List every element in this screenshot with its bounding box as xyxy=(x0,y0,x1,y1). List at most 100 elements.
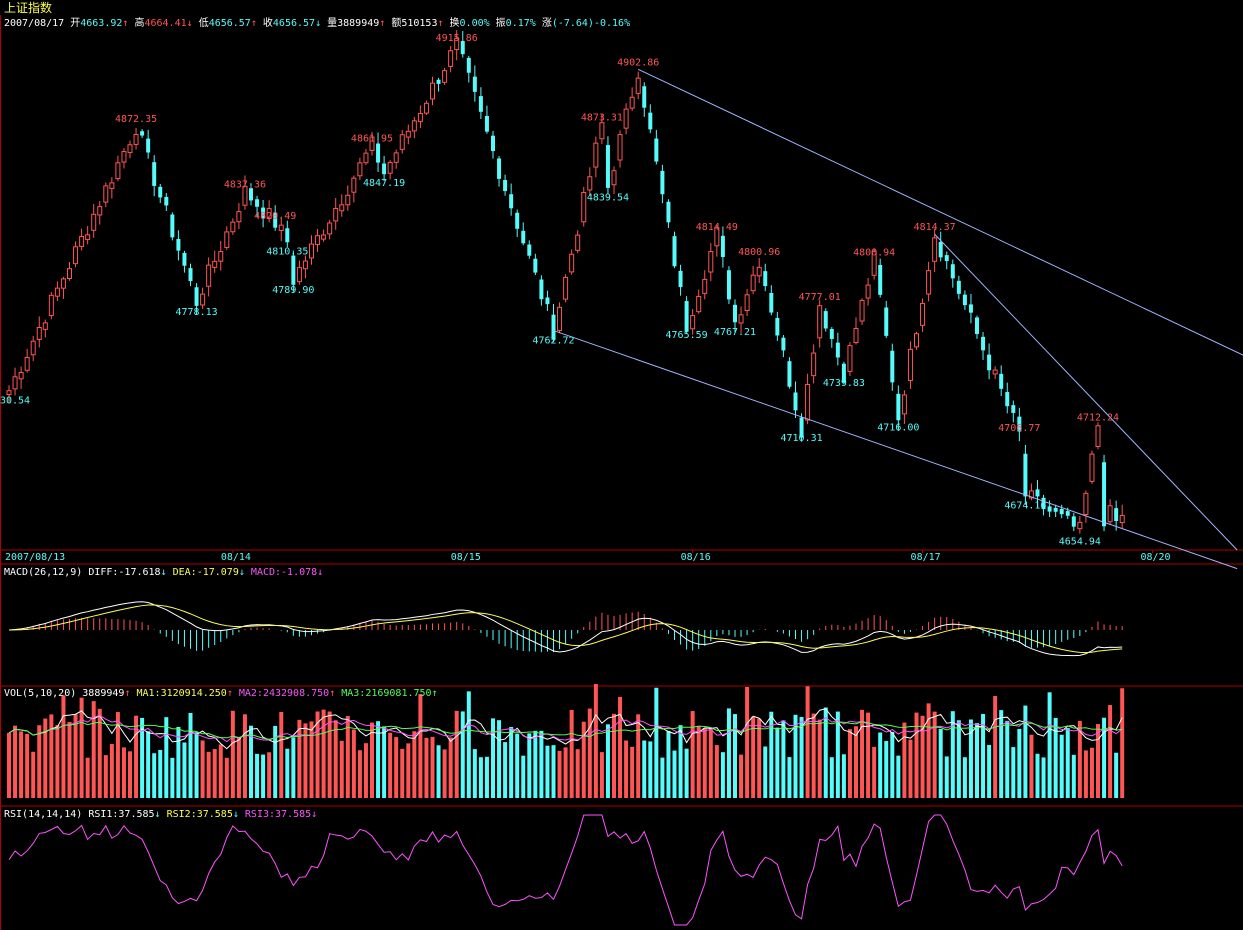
volume-bar xyxy=(1035,753,1040,798)
volume-bar xyxy=(128,751,132,798)
price-annotation: 4839.54 xyxy=(587,192,629,203)
rsi2: RSI2:37.585 xyxy=(166,809,233,820)
volume-bar xyxy=(829,757,834,798)
candle xyxy=(926,261,932,302)
candle xyxy=(48,291,54,320)
volume-bar xyxy=(660,757,665,798)
candle xyxy=(503,174,508,196)
candle xyxy=(73,241,79,268)
vol-ma2-line xyxy=(8,714,1123,743)
volume-bar xyxy=(720,752,725,798)
volume-bar xyxy=(412,731,417,798)
volume-bar xyxy=(25,733,30,798)
candle xyxy=(708,243,714,282)
price-annotation: 4837.36 xyxy=(224,179,266,190)
candle xyxy=(291,250,296,292)
chg-value: (-7.64) xyxy=(551,18,594,29)
volume-bar xyxy=(817,719,822,798)
volume-bar xyxy=(521,755,526,798)
volume-bar xyxy=(618,696,623,798)
high-label: 高 xyxy=(134,18,145,29)
candle xyxy=(273,205,278,231)
volume-bar xyxy=(575,749,580,798)
rsi-indicator-name: RSI(14,14,14) xyxy=(4,809,83,820)
rsi3: RSI3:37.585 xyxy=(244,809,312,820)
rsi-header: RSI(14,14,14) RSI1:37.585↓ RSI2:37.585↓ … xyxy=(4,809,318,820)
candle xyxy=(769,285,774,316)
volume-bar xyxy=(1017,728,1022,798)
volume-bar xyxy=(1108,704,1113,798)
candle xyxy=(109,177,115,199)
candle xyxy=(521,222,526,246)
candle xyxy=(865,277,871,306)
price-annotation: 4730.54 xyxy=(0,396,30,407)
candle xyxy=(121,148,127,169)
candle xyxy=(261,199,266,228)
price-annotation: 4762.72 xyxy=(532,336,574,347)
candle xyxy=(575,230,581,254)
volume-bar xyxy=(654,687,659,798)
vol-indicator-name: VOL(5,10,20) xyxy=(4,688,77,699)
volume-bar xyxy=(872,746,877,798)
candle xyxy=(345,185,351,211)
candle xyxy=(442,67,448,86)
volume-bar xyxy=(1011,747,1016,798)
candle xyxy=(249,183,253,206)
candle xyxy=(1083,490,1089,523)
candle xyxy=(799,413,804,442)
volume-bar xyxy=(1059,734,1064,798)
candle xyxy=(6,385,12,404)
vol-ma3: MA3:2169081.750 xyxy=(341,688,432,699)
volume-bar xyxy=(708,727,713,798)
candle xyxy=(188,263,193,287)
volume-bar xyxy=(55,725,60,798)
candle xyxy=(91,203,97,238)
volume-bar xyxy=(878,732,883,798)
candle xyxy=(351,175,357,203)
candle xyxy=(642,82,647,117)
candle xyxy=(103,182,109,208)
volume-bar xyxy=(987,744,992,798)
volume-bar xyxy=(666,730,671,798)
volume-bar xyxy=(557,750,562,798)
volume-bar xyxy=(503,742,508,798)
volume-bar xyxy=(914,712,919,798)
close-value: 4656.57 xyxy=(272,18,316,29)
volume-bar xyxy=(527,733,532,798)
volume-bar xyxy=(261,754,266,798)
volume-bar xyxy=(696,726,701,798)
volume-bar xyxy=(491,718,495,798)
date-tick-label: 08/20 xyxy=(1140,552,1170,563)
candle xyxy=(829,326,834,348)
price-annotation: 4873.31 xyxy=(581,112,623,123)
volume-bar xyxy=(194,732,199,798)
volume-bar xyxy=(981,713,986,798)
candle xyxy=(454,30,460,61)
candle xyxy=(302,255,308,279)
candle xyxy=(484,105,489,134)
volume-bar xyxy=(993,696,998,798)
volume-bar xyxy=(1065,728,1070,798)
volume-bar xyxy=(279,711,284,798)
volume-bar xyxy=(999,710,1004,798)
candle xyxy=(133,127,139,150)
turn-value: 0.00% xyxy=(459,18,490,29)
candle xyxy=(587,167,593,197)
candle xyxy=(1071,512,1076,532)
candle xyxy=(376,132,381,173)
macd-diff: DIFF:-17.618 xyxy=(88,567,161,578)
volume-bar xyxy=(841,754,846,798)
volume-bar xyxy=(37,725,42,798)
candle xyxy=(593,136,599,178)
candle xyxy=(393,149,399,169)
candle xyxy=(315,228,321,252)
candle xyxy=(975,315,979,339)
candle xyxy=(1095,422,1101,450)
candle xyxy=(85,226,91,245)
vol-header: VOL(5,10,20) 3889949↑ MA1:3120914.250↑ M… xyxy=(4,688,438,699)
ohlc-header: 2007/08/17 开4663.92↑ 高4664.41↓ 低4656.57↑… xyxy=(4,18,631,29)
candle xyxy=(1017,407,1022,442)
price-annotation: 4712.24 xyxy=(1077,413,1119,424)
